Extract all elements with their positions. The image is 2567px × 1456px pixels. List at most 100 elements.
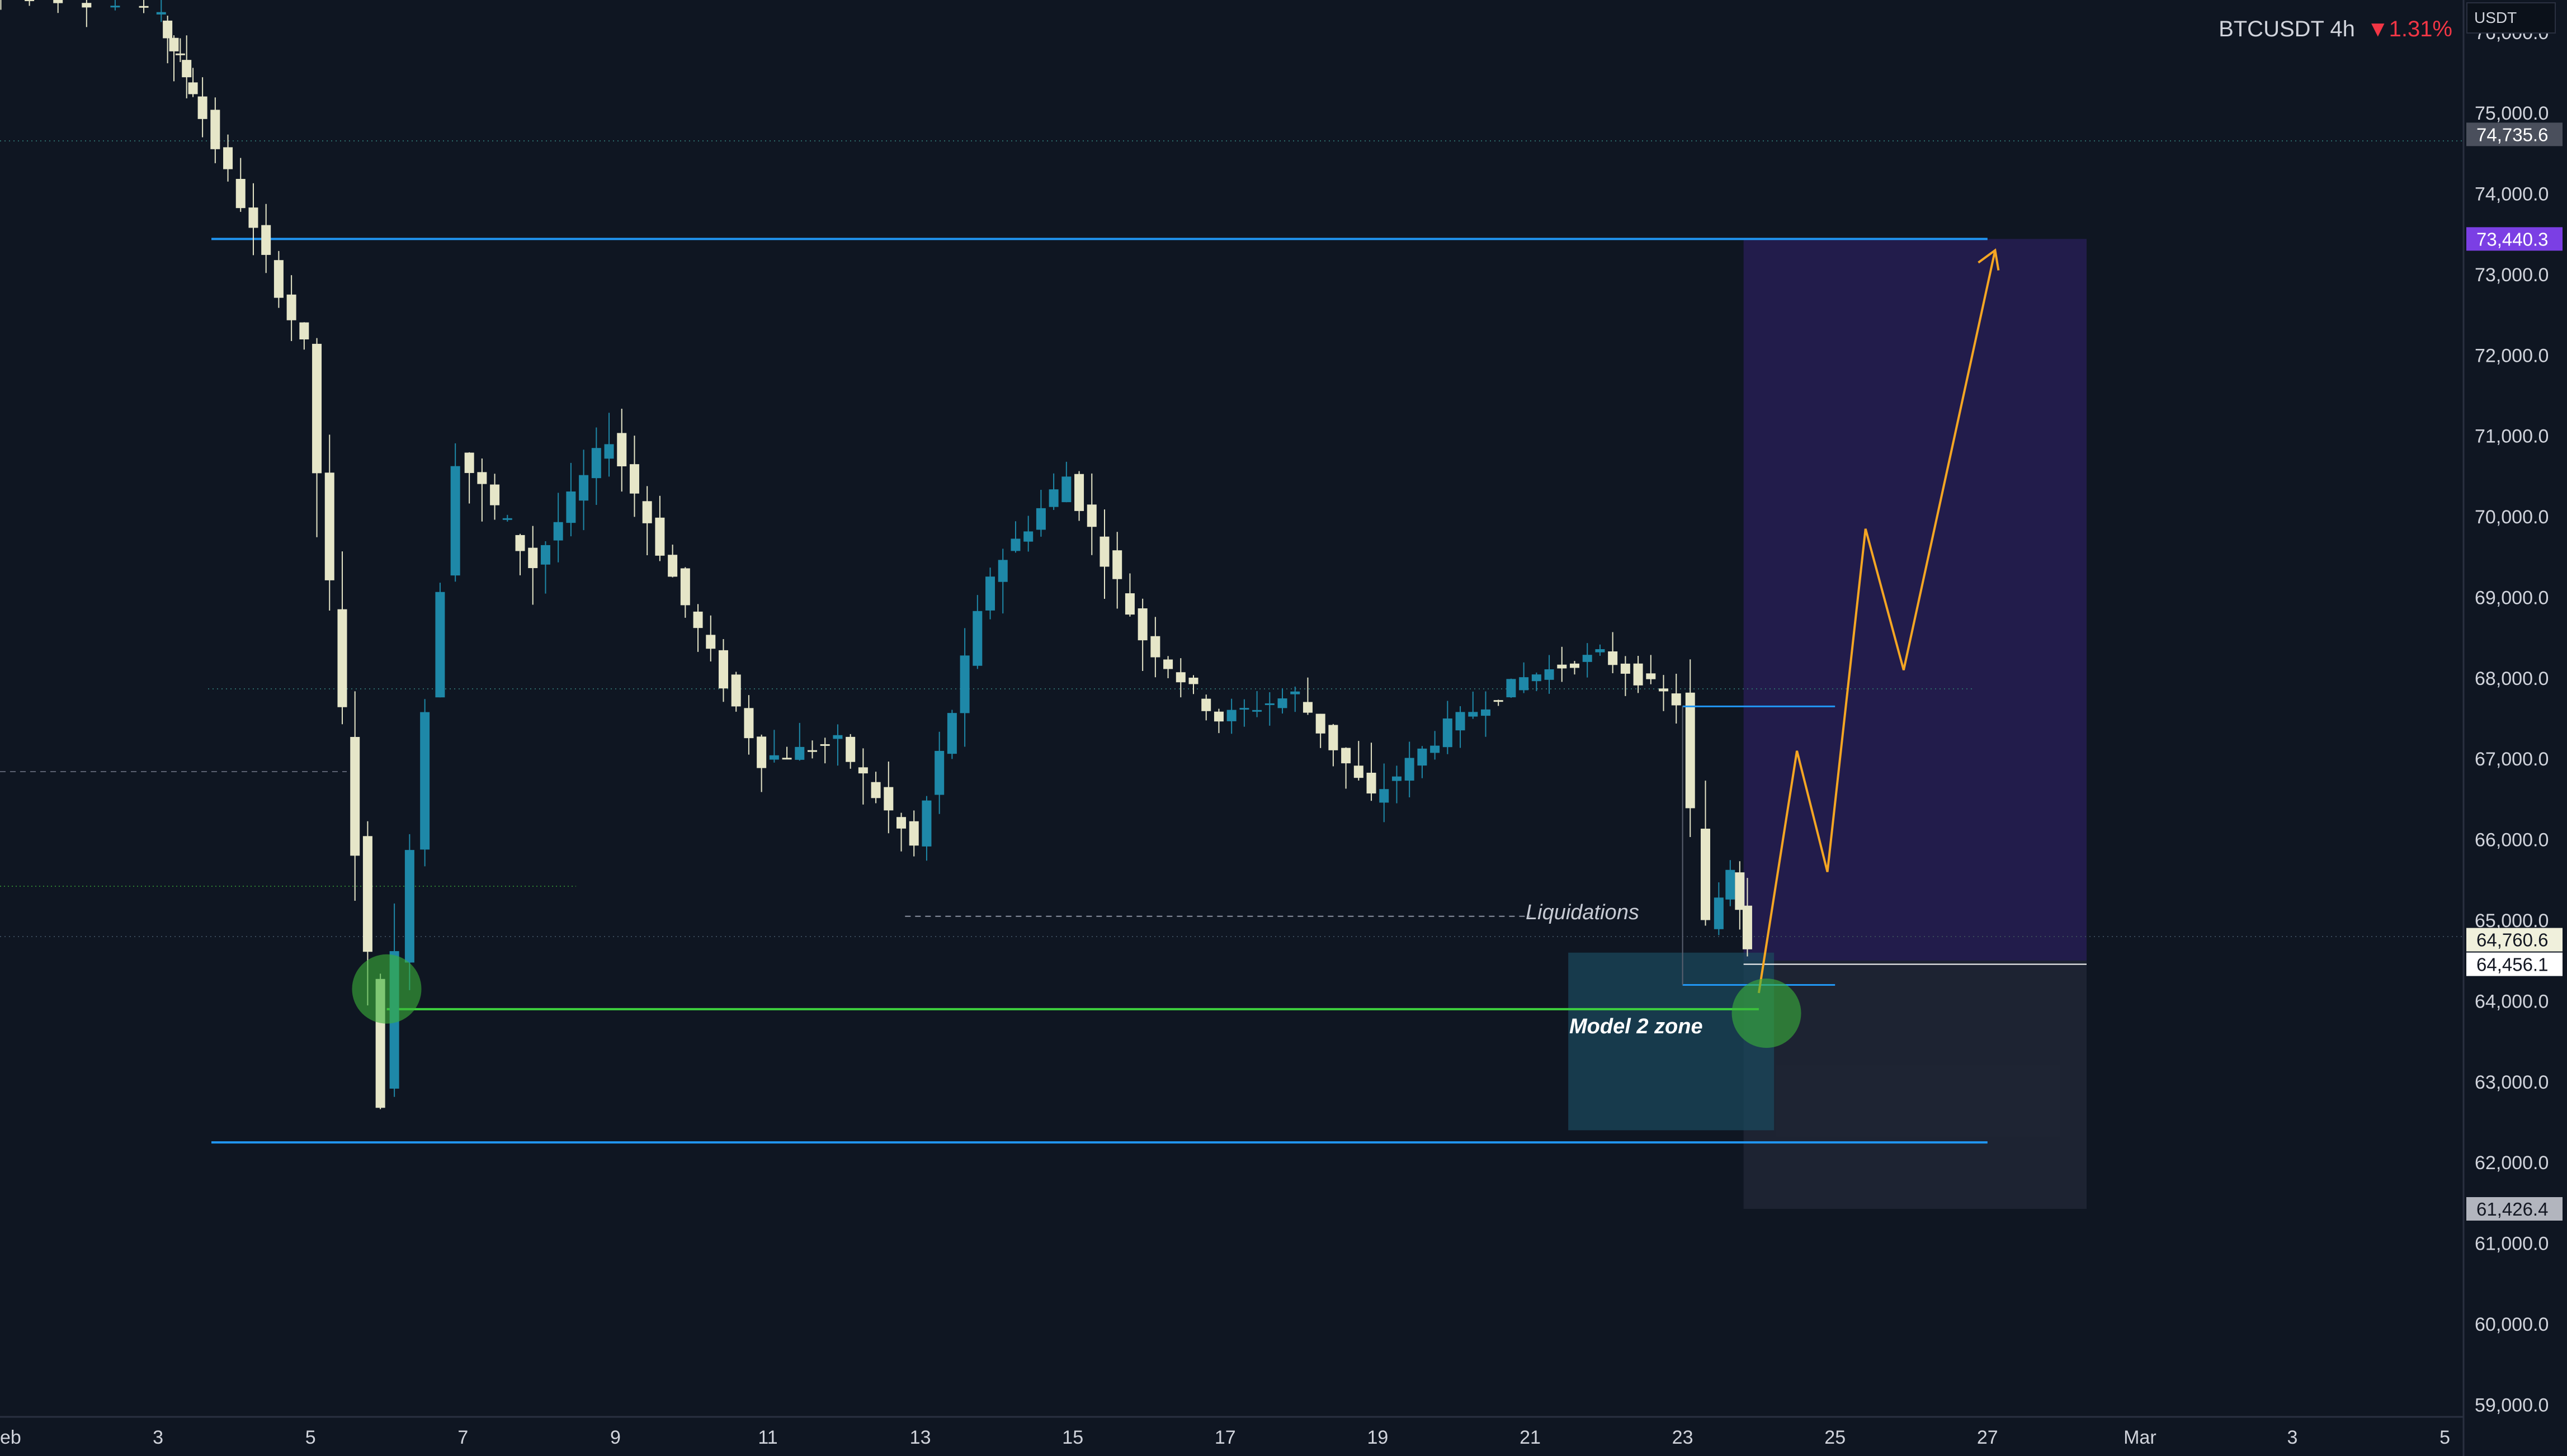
price-tick-label: 69,000.0 — [2475, 587, 2549, 608]
candle-body — [1646, 673, 1656, 679]
price-tag-label: 64,456.1 — [2476, 954, 2548, 975]
candle-body — [985, 576, 995, 611]
price-tick-label: 75,000.0 — [2475, 103, 2549, 124]
price-tick-label: 61,000.0 — [2475, 1233, 2549, 1255]
candle-body — [808, 750, 818, 752]
candle-body — [1620, 663, 1630, 674]
candle-body — [1480, 709, 1490, 716]
candle-body — [1176, 672, 1186, 683]
candle-body — [769, 755, 779, 760]
candle-body — [820, 744, 830, 746]
candle-body — [1074, 474, 1084, 511]
time-tick-label: Mar — [2124, 1427, 2157, 1448]
model-2-zone — [1568, 952, 1775, 1131]
time-tick-label: 17 — [1215, 1427, 1236, 1448]
price-tag-label: 64,760.6 — [2476, 930, 2548, 951]
candle-body — [1582, 655, 1592, 662]
candle-body — [1595, 649, 1605, 653]
candle-body — [896, 817, 907, 829]
candle-body — [871, 782, 881, 798]
price-tick-labels: 59,000.0 60,000.0 61,000.0 62,000.0 63,000.0… — [2475, 22, 2549, 1416]
price-tick-label: 68,000.0 — [2475, 668, 2549, 689]
candle-body — [286, 294, 296, 320]
candle-body — [617, 433, 627, 466]
candle-body — [435, 592, 445, 698]
candle-body — [1201, 698, 1211, 711]
levels-layer — [211, 238, 2087, 1144]
candle-body — [1404, 758, 1414, 781]
candle-body — [1455, 712, 1465, 731]
candle-body — [139, 6, 149, 8]
candle-body — [515, 535, 525, 551]
candle-body — [1659, 688, 1669, 692]
price-change-value: 1.31% — [2389, 17, 2452, 41]
time-tick-label: 25 — [1824, 1427, 1846, 1448]
candle-body — [350, 737, 360, 856]
candle-body — [1049, 489, 1059, 507]
candle-body — [1633, 663, 1643, 686]
target-zone — [1743, 239, 2087, 961]
candle-body — [404, 850, 414, 963]
time-tick-label: 23 — [1672, 1427, 1693, 1448]
candle-body — [169, 37, 179, 51]
candle-body — [1714, 897, 1724, 929]
candle-body — [490, 484, 500, 505]
candle-body — [1239, 708, 1249, 710]
candle-body — [1315, 713, 1325, 734]
candle-body — [1519, 677, 1529, 691]
time-tick-label: 15 — [1062, 1427, 1083, 1448]
price-tick-label: 62,000.0 — [2475, 1152, 2549, 1174]
candle-body — [642, 501, 652, 523]
time-tick-label: 19 — [1367, 1427, 1388, 1448]
candle-body — [477, 472, 487, 484]
candle-body — [1061, 476, 1072, 503]
candle-body — [1328, 725, 1338, 750]
candle-body — [1036, 508, 1046, 530]
candle-body — [884, 787, 894, 811]
candle-body — [1468, 712, 1478, 717]
candle-body — [261, 225, 271, 255]
candle-body — [973, 611, 983, 666]
candle-body — [833, 735, 843, 739]
candle-body — [1353, 765, 1363, 778]
time-tick-label: 3 — [153, 1427, 163, 1448]
candle-body — [591, 448, 601, 479]
candle-body — [1150, 636, 1160, 658]
time-tick-label: 21 — [1520, 1427, 1541, 1448]
annotations-layer: Liquidations Model 2 zone — [1526, 901, 1703, 1038]
price-tags: 74,735.6 73,440.3 64,760.6 64,456.1 61,426.4 — [2466, 122, 2563, 1221]
guide-lines-layer — [0, 140, 2464, 937]
candles-layer — [0, 0, 1835, 1109]
candle-body — [1112, 550, 1122, 579]
model-zone-label: Model 2 zone — [1569, 1015, 1703, 1038]
currency-unit-label[interactable]: USDT — [2466, 2, 2556, 34]
price-tag-label: 74,735.6 — [2476, 124, 2548, 145]
candle-body — [680, 568, 690, 606]
candle-body — [846, 736, 856, 762]
risk-zone — [1743, 961, 2087, 1209]
candle-body — [1442, 718, 1452, 748]
price-tick-label: 63,000.0 — [2475, 1072, 2549, 1093]
candle-body — [693, 611, 703, 628]
symbol-header: BTCUSDT 4h ▼1.31% — [2219, 17, 2452, 42]
candle-body — [922, 800, 932, 847]
candle-body — [1735, 872, 1745, 910]
candle-body — [1214, 711, 1224, 722]
candle-body — [1264, 703, 1275, 705]
green-marker-circle — [352, 954, 422, 1024]
candle-body — [706, 635, 716, 649]
price-tag-box — [2466, 952, 2563, 976]
candle-body — [1700, 829, 1710, 920]
candle-body — [1277, 698, 1287, 708]
time-tick-label: 5 — [305, 1427, 316, 1448]
candle-body — [1506, 679, 1516, 698]
candle-body — [1544, 669, 1554, 680]
candle-body — [782, 758, 792, 760]
price-tick-label: 59,000.0 — [2475, 1394, 2549, 1416]
candle-body — [502, 518, 512, 520]
candle-body — [1366, 773, 1376, 794]
candle-body — [1531, 674, 1541, 682]
candle-body — [110, 6, 120, 8]
price-tag-label: 73,440.3 — [2476, 229, 2548, 249]
